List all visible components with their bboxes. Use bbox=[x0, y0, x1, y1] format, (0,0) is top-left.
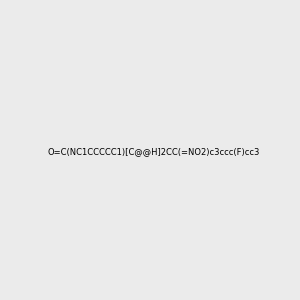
Text: O=C(NC1CCCCC1)[C@@H]2CC(=NO2)c3ccc(F)cc3: O=C(NC1CCCCC1)[C@@H]2CC(=NO2)c3ccc(F)cc3 bbox=[48, 147, 260, 156]
